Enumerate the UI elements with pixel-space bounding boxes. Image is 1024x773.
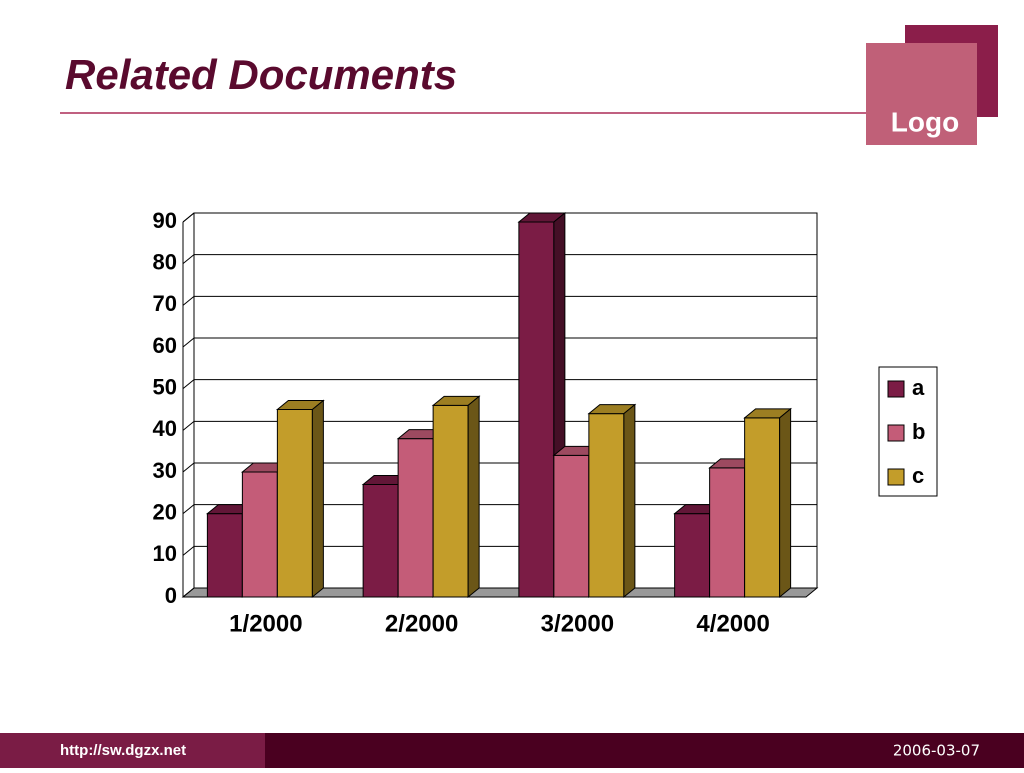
y-tick-label: 60 <box>153 333 177 358</box>
bar-side <box>467 395 480 599</box>
grid-diag <box>182 295 195 306</box>
grid-diag <box>182 545 195 556</box>
bar-front <box>276 409 313 598</box>
y-tick-label: 70 <box>153 291 177 316</box>
chart: 0 10 20 30 40 50 60 70 80 90 1/2000 2/2000 3/2000 4/2… <box>153 208 938 637</box>
bar-front <box>241 471 278 598</box>
grid-diag <box>182 504 195 515</box>
grid-diag <box>182 212 195 223</box>
legend-label: b <box>912 419 925 444</box>
footer-left <box>0 733 265 768</box>
bar-front <box>709 467 746 598</box>
bar-front <box>518 221 555 598</box>
logo-text: Logo <box>891 106 959 137</box>
x-tick-label: 2/2000 <box>385 610 458 637</box>
bar-front <box>744 417 781 598</box>
bar-front <box>362 484 399 598</box>
bar-front <box>674 513 711 598</box>
footer-url: http://sw.dgzx.net <box>60 742 186 759</box>
x-tick-label: 1/2000 <box>229 610 302 637</box>
bar-front <box>397 438 434 598</box>
bar-front <box>553 454 590 598</box>
bar-front <box>206 513 243 598</box>
y-tick-label: 80 <box>153 249 177 274</box>
legend-swatch <box>887 468 905 486</box>
logo-front <box>866 43 977 145</box>
x-tick-label: 4/2000 <box>696 610 769 637</box>
y-tick-label: 40 <box>153 416 177 441</box>
bar-front <box>432 404 469 598</box>
legend-swatch <box>887 380 905 398</box>
bar-side <box>779 407 792 599</box>
footer-date: 2006-03-07 <box>893 742 980 760</box>
y-tick-label: 50 <box>153 374 177 399</box>
y-tick-label: 20 <box>153 499 177 524</box>
bar-side <box>311 399 324 599</box>
grid-diag <box>182 379 195 390</box>
legend-label: a <box>912 375 925 400</box>
grid-diag <box>182 254 195 265</box>
y-tick-label: 30 <box>153 458 177 483</box>
legend-swatch <box>887 424 905 442</box>
bar-front <box>588 413 625 598</box>
grid-diag <box>182 587 195 598</box>
legend-label: c <box>912 463 924 488</box>
slide-title: Related Documents <box>65 51 457 98</box>
y-tick-label: 0 <box>165 583 177 608</box>
y-tick-label: 10 <box>153 541 177 566</box>
bar-side <box>623 403 636 599</box>
grid-diag <box>182 420 195 431</box>
grid-diag <box>182 462 195 473</box>
x-tick-label: 3/2000 <box>541 610 614 637</box>
y-tick-label: 90 <box>153 208 177 233</box>
grid-diag <box>182 337 195 348</box>
